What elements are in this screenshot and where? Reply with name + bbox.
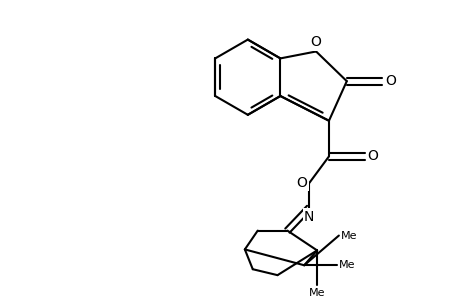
Text: Me: Me	[340, 231, 357, 241]
Text: O: O	[367, 149, 378, 164]
Text: O: O	[385, 74, 395, 88]
Text: O: O	[310, 35, 321, 50]
Text: O: O	[296, 176, 307, 190]
Text: Me: Me	[338, 260, 355, 270]
Text: N: N	[303, 210, 313, 224]
Text: Me: Me	[308, 288, 325, 298]
